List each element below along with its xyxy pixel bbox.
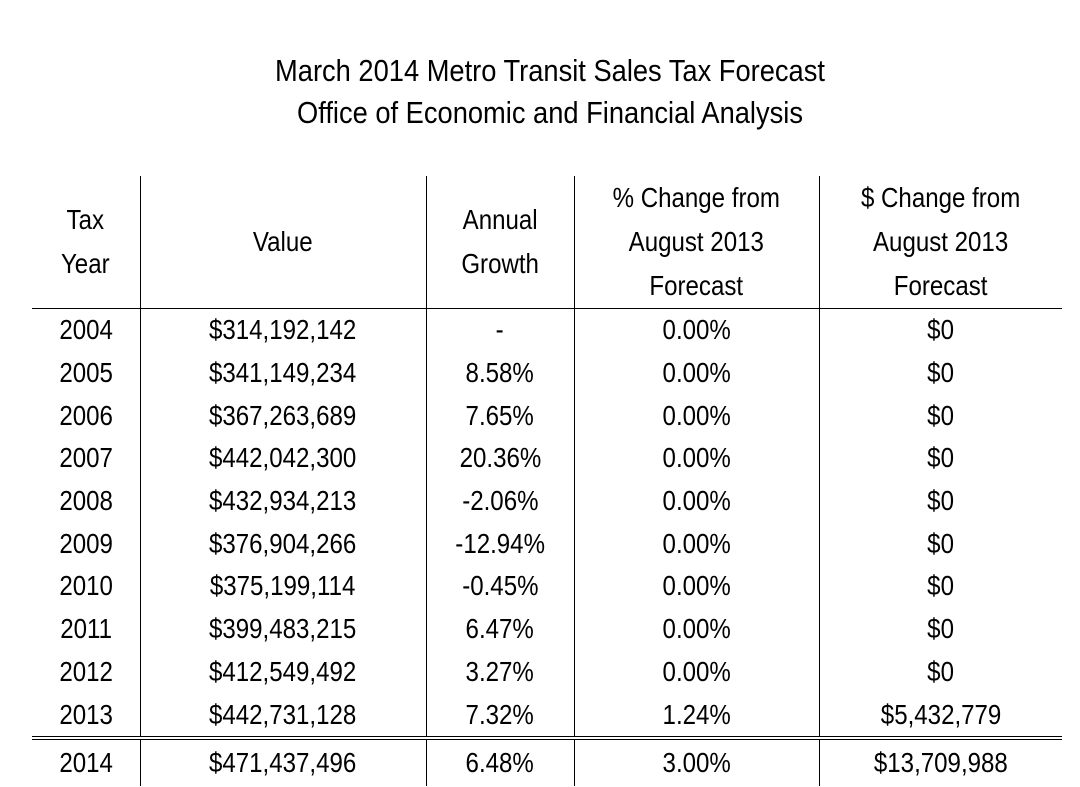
document-subtitle: Office of Economic and Financial Analysi… [297,95,803,130]
cell-growth: 3.27% [425,650,574,694]
table-row: 2004 $314,192,142 - 0.00% $0 [32,308,1062,352]
cell-value: $367,263,689 [139,394,426,438]
cell-year: 2014 [58,746,113,778]
cell-dollar-change: $0 [818,351,1062,395]
cell-value: $412,549,492 [139,650,426,694]
document-title: March 2014 Metro Transit Sales Tax Forec… [275,53,825,88]
cell-dollar-change: $0 [818,308,1062,352]
cell-year: 2006 [58,399,113,431]
cell-value: $314,192,142 [139,308,426,352]
cell-year: 2009 [58,527,113,559]
cell-dollar-change: $0 [818,479,1062,523]
table-row: 2013 $442,731,128 7.32% 1.24% $5,432,779 [32,693,1062,740]
document-header: March 2014 Metro Transit Sales Tax Forec… [66,50,1034,134]
cell-dollar-change: $0 [818,394,1062,438]
cell-year: 2010 [58,570,113,602]
cell-value: $442,731,128 [139,693,426,740]
cell-dollar-change: $0 [818,565,1062,608]
cell-growth: 20.36% [425,437,574,480]
forecast-row: 2014 $471,437,496 6.48% 3.00% $13,709,98… [32,737,1062,786]
cell-value: $432,934,213 [139,479,426,523]
cell-pct-change: 3.00% [573,737,819,786]
table-row: 2010 $375,199,114 -0.45% 0.00% $0 [32,565,1062,608]
table-body: 2004 $314,192,142 - 0.00% $0 2005 $341,1… [32,308,1062,786]
table-row: 2009 $376,904,266 -12.94% 0.00% $0 [32,522,1062,566]
table-header: Tax Year Value Annual Growth % Change from… [32,176,1062,309]
cell-pct-change: 0.00% [573,479,819,523]
cell-dollar-change: $0 [818,650,1062,694]
cell-pct-change: 0.00% [573,308,819,352]
cell-year: 2004 [58,314,113,346]
cell-growth: 6.48% [425,737,574,786]
cell-pct-change: 1.24% [573,693,819,740]
cell-growth: -0.45% [425,565,574,608]
table-row: 2005 $341,149,234 8.58% 0.00% $0 [32,351,1062,395]
cell-growth: - [425,308,574,352]
cell-pct-change: 0.00% [573,437,819,480]
header-annual-growth: Annual Growth [425,176,574,309]
cell-value: $471,437,496 [139,737,426,786]
cell-value: $442,042,300 [139,437,426,480]
cell-value: $399,483,215 [139,607,426,651]
header-pct-change: % Change from August 2013 Forecast [573,176,819,309]
header-row: Tax Year Value Annual Growth % Change from… [32,176,1062,309]
header-value: Value [139,176,426,309]
cell-pct-change: 0.00% [573,351,819,395]
cell-year: 2013 [32,693,140,740]
cell-growth: 7.32% [425,693,574,740]
cell-pct-change: 0.00% [573,607,819,651]
cell-pct-change: 0.00% [573,650,819,694]
cell-value: $375,199,114 [139,565,426,608]
cell-pct-change: 0.00% [573,394,819,438]
cell-dollar-change: $13,709,988 [818,737,1062,786]
table-row: 2008 $432,934,213 -2.06% 0.00% $0 [32,479,1062,523]
cell-year: 2005 [58,357,113,389]
table-row: 2012 $412,549,492 3.27% 0.00% $0 [32,650,1062,694]
cell-year: 2012 [58,655,113,687]
cell-dollar-change: $5,432,779 [818,693,1062,740]
sales-tax-forecast-table: Tax Year Value Annual Growth % Change from… [32,176,1062,786]
cell-year: 2008 [58,485,113,517]
cell-growth: 7.65% [425,394,574,438]
cell-value: $341,149,234 [139,351,426,395]
cell-value: $376,904,266 [139,522,426,566]
cell-pct-change: 0.00% [573,565,819,608]
cell-pct-change: 0.00% [573,522,819,566]
cell-dollar-change: $0 [818,522,1062,566]
table-row: 2011 $399,483,215 6.47% 0.00% $0 [32,607,1062,651]
cell-year: 2011 [59,613,112,645]
cell-growth: 8.58% [425,351,574,395]
cell-growth: 6.47% [425,607,574,651]
cell-year: 2007 [58,442,113,474]
header-tax-year: Tax Year [32,176,140,309]
cell-growth: -2.06% [425,479,574,523]
cell-dollar-change: $0 [818,607,1062,651]
table-row: 2006 $367,263,689 7.65% 0.00% $0 [32,394,1062,438]
header-dollar-change: $ Change from August 2013 Forecast [818,176,1062,309]
cell-dollar-change: $0 [818,437,1062,480]
table-row: 2007 $442,042,300 20.36% 0.00% $0 [32,437,1062,480]
cell-growth: -12.94% [425,522,574,566]
